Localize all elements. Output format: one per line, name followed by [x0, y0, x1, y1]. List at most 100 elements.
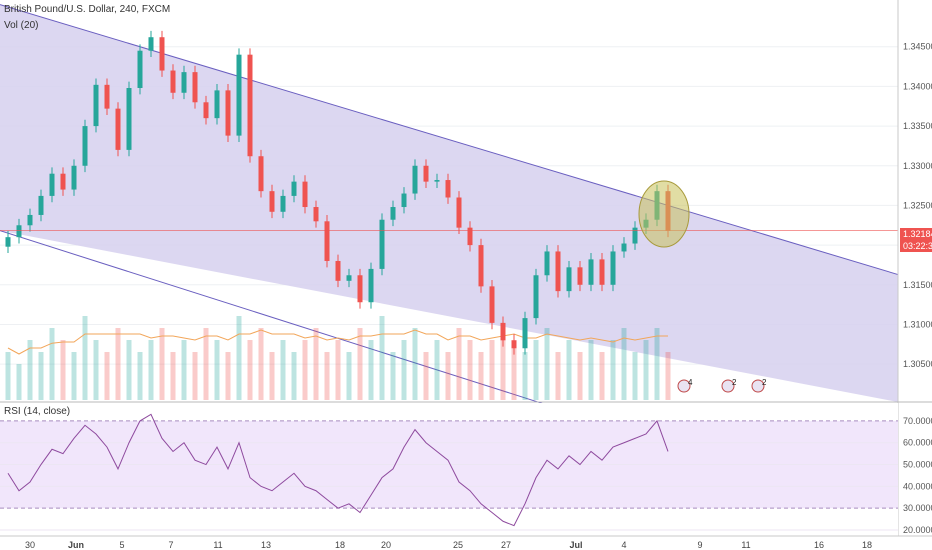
volume-bar	[577, 352, 583, 400]
volume-bar	[511, 340, 517, 400]
volume-legend: Vol (20)	[4, 20, 39, 31]
volume-bar	[632, 352, 638, 400]
volume-bar	[467, 340, 473, 400]
candle-body	[137, 50, 143, 88]
volume-bar	[137, 352, 143, 400]
candle-body	[38, 195, 44, 215]
candle-body	[577, 267, 583, 285]
candle-body	[522, 318, 528, 349]
volume-bar	[665, 352, 671, 400]
event-flag-count: 2	[732, 378, 737, 387]
volume-bar	[610, 340, 616, 400]
candle-body	[357, 275, 363, 303]
price-tick-label: 1.33500	[903, 121, 932, 131]
countdown-tag-label: 03:22:34	[903, 241, 932, 251]
candle-body	[599, 259, 605, 285]
candle-body	[16, 225, 22, 238]
candle-body	[390, 207, 396, 220]
candle-body	[544, 251, 550, 276]
time-axis-label: 11	[741, 540, 750, 550]
volume-bar	[489, 340, 495, 400]
time-axis-label: 27	[501, 540, 511, 550]
time-axis-label: 13	[261, 540, 271, 550]
candle-body	[324, 221, 330, 261]
time-axis-label: Jul	[569, 540, 582, 550]
highlight-circle[interactable]	[638, 180, 690, 248]
volume-bar	[258, 328, 264, 400]
price-tick-label: 1.31000	[903, 319, 932, 329]
candle-body	[170, 70, 176, 93]
volume-bar	[544, 328, 550, 400]
candle-body	[445, 180, 451, 198]
candle-body	[269, 191, 275, 212]
event-flag-count: 2	[762, 378, 767, 387]
volume-bar	[588, 340, 594, 400]
time-axis-label: Jun	[68, 540, 84, 550]
volume-bar	[390, 352, 396, 400]
candle-body	[71, 165, 77, 190]
candle-body	[27, 214, 33, 226]
candle-body	[511, 340, 517, 349]
price-tick-label: 1.33000	[903, 161, 932, 171]
volume-bar	[115, 328, 121, 400]
candle-body	[566, 267, 572, 292]
candle-body	[203, 102, 209, 119]
candle-body	[489, 286, 495, 323]
price-tick-label: 1.34000	[903, 81, 932, 91]
price-pane: 4 2 2	[0, 4, 899, 518]
volume-bar	[522, 352, 528, 400]
volume-bar	[412, 328, 418, 400]
volume-bar	[27, 340, 33, 400]
volume-bar	[357, 328, 363, 400]
candle-body	[379, 219, 385, 269]
volume-bar	[533, 340, 539, 400]
event-flags[interactable]: 4 2 2	[677, 378, 767, 393]
event-flag-icon[interactable]	[677, 379, 691, 393]
candle-body	[412, 165, 418, 194]
volume-bar	[203, 328, 209, 400]
time-axis-label: 9	[697, 540, 702, 550]
volume-bar	[566, 340, 572, 400]
volume-bar	[599, 352, 605, 400]
candle-body	[225, 90, 231, 136]
rsi-line	[7, 413, 669, 527]
volume-bar	[313, 328, 319, 400]
volume-bar	[269, 352, 275, 400]
volume-bar	[423, 352, 429, 400]
time-axis[interactable]: 30 Jun 5 7 11 13 18 20 25 27 Jul 4 9 11 16 18	[25, 540, 872, 550]
rsi-tick-label: 40.0000	[903, 481, 932, 491]
candle-body	[93, 84, 99, 127]
volume-bar	[335, 340, 341, 400]
volume-bar	[478, 352, 484, 400]
event-flag-icon[interactable]	[721, 379, 735, 393]
time-axis-label: 20	[381, 540, 391, 550]
candle-body	[368, 268, 374, 303]
rsi-tick-label: 50.0000	[903, 460, 932, 470]
candle-body	[60, 173, 66, 190]
time-axis-label: 18	[335, 540, 345, 550]
candle-body	[467, 227, 473, 246]
candle-body	[247, 54, 253, 157]
candle-body	[126, 88, 132, 150]
volume-bar	[555, 352, 561, 400]
volume-ma-line	[7, 329, 668, 355]
volume-bars	[5, 316, 671, 400]
volume-bar	[148, 340, 154, 400]
candle-body	[302, 181, 308, 208]
volume-bar	[5, 352, 11, 400]
candle-body	[456, 197, 462, 228]
price-tick-label: 1.30500	[903, 359, 932, 369]
descending-channel[interactable]	[0, 4, 898, 403]
event-flag-icon[interactable]	[751, 379, 765, 393]
candle-body	[434, 180, 440, 182]
candle-body	[82, 126, 88, 166]
candle-body	[423, 165, 429, 182]
price-tick-label: 1.31500	[903, 280, 932, 290]
time-axis-label: 16	[814, 540, 824, 550]
volume-bar	[82, 316, 88, 400]
candle-body	[49, 173, 55, 196]
volume-bar	[434, 340, 440, 400]
candle-body	[610, 251, 616, 285]
candles	[5, 30, 671, 355]
candle-body	[335, 260, 341, 281]
